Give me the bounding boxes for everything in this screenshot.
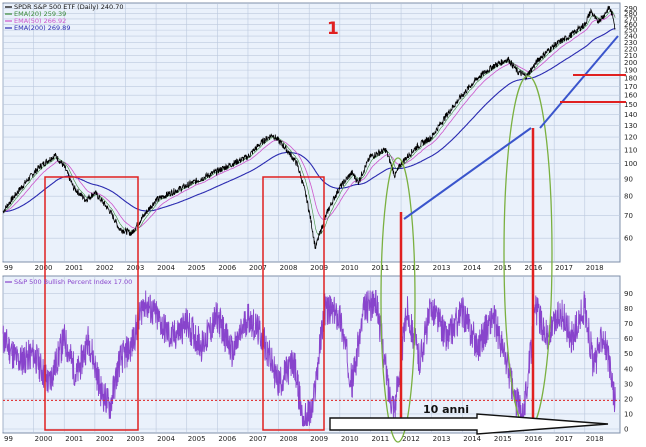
- y-tick-label: 230: [624, 39, 637, 47]
- y-tick-label: 170: [624, 83, 637, 91]
- x-tick-label: 2008: [280, 435, 298, 443]
- x-tick-label: 2011: [371, 435, 389, 443]
- y-tick-label: 110: [624, 146, 637, 154]
- y-tick-label: 160: [624, 92, 637, 100]
- y-tick-label: 80: [624, 193, 633, 201]
- legend-ema50: EMA(50) 266.92: [14, 17, 66, 25]
- y-tick-label: 70: [624, 320, 633, 328]
- y-tick-label: 30: [624, 380, 633, 388]
- y-tick-label: 40: [624, 365, 633, 373]
- x-tick-label: 2009: [310, 435, 328, 443]
- y-tick-label: 100: [624, 160, 637, 168]
- y-tick-label: 280: [624, 10, 637, 18]
- price-axis-ticks: 99 2000 2001 2002 2003 2004 2005 2006 2007 2008 20…: [4, 5, 637, 272]
- x-tick-label: 2008: [280, 264, 298, 272]
- legend-bpi: S&P 500 Bullish Percent Index 17.00: [14, 278, 132, 286]
- legend-ema200: EMA(200) 269.89: [14, 24, 70, 32]
- x-tick-label: 2005: [188, 264, 206, 272]
- y-tick-label: 140: [624, 111, 637, 119]
- x-tick-label: 2007: [249, 435, 267, 443]
- y-tick-label: 90: [624, 176, 633, 184]
- x-tick-label: 2011: [371, 264, 389, 272]
- y-tick-label: 220: [624, 45, 637, 53]
- x-tick-label: 2013: [433, 264, 451, 272]
- ten-year-label: 10 anni: [423, 403, 469, 416]
- price-legend: SPDR S&P 500 ETF (Daily) 240.70 EMA(20) …: [5, 3, 124, 32]
- x-tick-label: 2012: [402, 435, 420, 443]
- x-tick-label: 2013: [433, 435, 451, 443]
- price-panel: [2, 2, 621, 263]
- x-tick-label: 99: [4, 264, 13, 272]
- x-tick-label: 2017: [555, 264, 573, 272]
- x-tick-label: 2005: [188, 435, 206, 443]
- crisis-box-2001: [44, 176, 139, 431]
- price-grid: [2, 4, 620, 261]
- y-tick-label: 260: [624, 21, 637, 29]
- x-tick-label: 2004: [157, 264, 175, 272]
- x-tick-label: 2016: [525, 435, 543, 443]
- x-tick-label: 2006: [218, 264, 236, 272]
- series-price: [2, 5, 616, 249]
- y-tick-label: 270: [624, 15, 637, 23]
- x-tick-label: 2001: [65, 264, 83, 272]
- x-tick-label: 2002: [96, 264, 114, 272]
- y-tick-label: 120: [624, 134, 637, 142]
- y-tick-label: 80: [624, 305, 633, 313]
- y-tick-label: 180: [624, 75, 637, 83]
- x-tick-label: 2017: [555, 435, 573, 443]
- y-tick-label: 10: [624, 410, 633, 418]
- y-tick-label: 20: [624, 395, 633, 403]
- y-tick-label: 250: [624, 27, 637, 35]
- green-ellipse-2011: [380, 157, 416, 443]
- y-tick-label: 200: [624, 59, 637, 67]
- x-tick-label: 2014: [463, 435, 481, 443]
- trendline-1: [403, 127, 532, 220]
- x-tick-label: 2000: [35, 435, 53, 443]
- x-tick-label: 2010: [341, 264, 359, 272]
- x-tick-label: 2010: [341, 435, 359, 443]
- x-tick-label: 2006: [218, 435, 236, 443]
- y-tick-label: 150: [624, 101, 637, 109]
- indicator-legend: S&P 500 Bullish Percent Index 17.00: [5, 278, 132, 286]
- x-tick-label: 2007: [249, 264, 267, 272]
- y-tick-label: 60: [624, 235, 633, 243]
- y-tick-label: 210: [624, 52, 637, 60]
- legend-ema20: EMA(20) 259.39: [14, 10, 66, 18]
- x-tick-label: 2009: [310, 264, 328, 272]
- legend-price: SPDR S&P 500 ETF (Daily) 240.70: [14, 3, 124, 11]
- y-tick-label: 190: [624, 67, 637, 75]
- x-tick-label: 2015: [494, 435, 512, 443]
- indicator-axis-ticks: 99 2000 2001 2002 2003 2004 2005 2006 2007 2008 20…: [4, 290, 633, 443]
- y-tick-label: 0: [624, 426, 628, 434]
- x-tick-label: 2003: [126, 435, 144, 443]
- x-tick-label: 2003: [126, 264, 144, 272]
- y-tick-label: 130: [624, 122, 637, 130]
- y-tick-label: 240: [624, 33, 637, 41]
- y-tick-label: 290: [624, 5, 637, 13]
- x-tick-label: 99: [4, 435, 13, 443]
- x-tick-label: 2018: [586, 264, 604, 272]
- y-tick-label: 60: [624, 335, 633, 343]
- annotation-number: 1: [327, 19, 339, 39]
- x-tick-label: 2002: [96, 435, 114, 443]
- series-ema200: [3, 28, 616, 213]
- y-tick-label: 90: [624, 290, 633, 298]
- trendline-2: [539, 35, 619, 129]
- ten-year-arrow: [329, 413, 609, 435]
- crisis-box-2008: [262, 176, 325, 431]
- x-tick-label: 2018: [586, 435, 604, 443]
- y-tick-label: 50: [624, 350, 633, 358]
- x-tick-label: 2015: [494, 264, 512, 272]
- x-tick-label: 2001: [65, 435, 83, 443]
- x-tick-label: 2014: [463, 264, 481, 272]
- y-tick-label: 70: [624, 212, 633, 220]
- x-tick-label: 2004: [157, 435, 175, 443]
- x-tick-label: 2000: [35, 264, 53, 272]
- x-tick-label: 2012: [402, 264, 420, 272]
